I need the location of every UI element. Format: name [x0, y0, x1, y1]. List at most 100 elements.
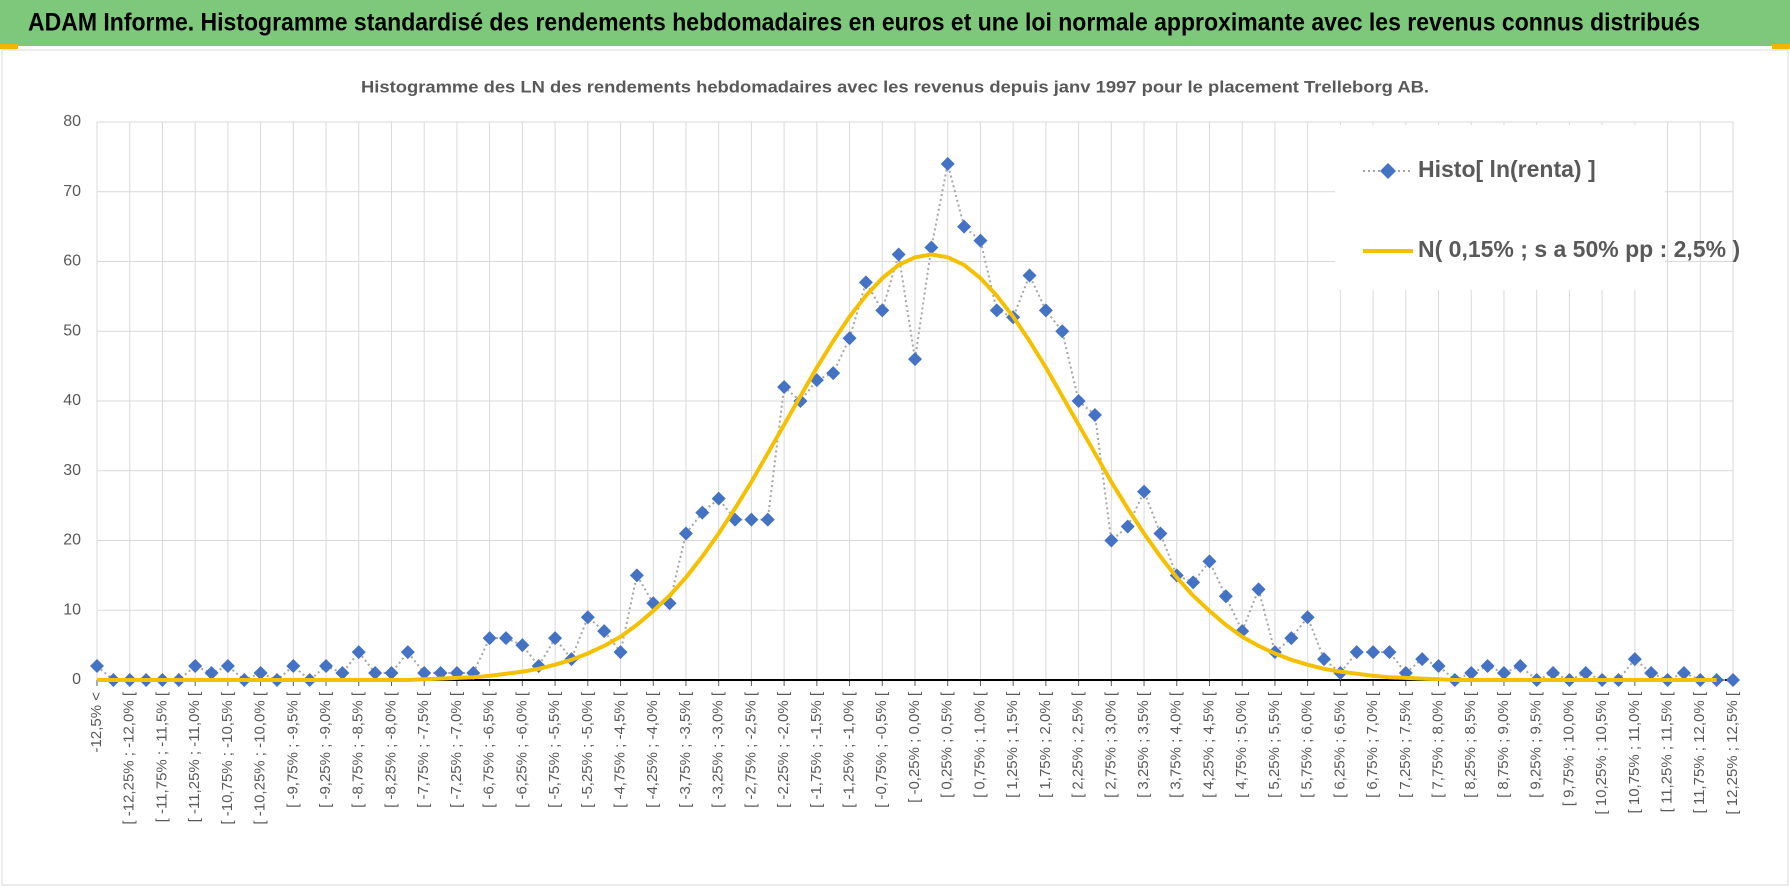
data-point: [1120, 519, 1135, 534]
data-point: [1186, 575, 1201, 590]
x-tick-label: [ -7,25% ; -7,0% [: [448, 691, 465, 808]
y-tick-label: 20: [63, 532, 81, 549]
y-tick-label: 80: [63, 113, 81, 130]
y-tick-label: 50: [63, 322, 81, 339]
x-tick-label: [ 5,25% ; 5,5% [: [1266, 691, 1283, 798]
x-tick-label: [ 1,25% ; 1,5% [: [1004, 691, 1021, 798]
y-tick-label: 60: [63, 253, 81, 270]
y-tick-label: 10: [63, 601, 81, 618]
corner-accent: [1772, 44, 1790, 49]
data-point: [826, 366, 841, 381]
data-point: [1104, 533, 1119, 548]
x-tick-label: [ 11,25% ; 11,5% [: [1659, 691, 1676, 812]
x-tick-label: [ -2,75% ; -2,5% [: [742, 691, 759, 808]
data-point: [1627, 652, 1642, 667]
x-tick-label: [ 5,75% ; 6,0% [: [1299, 691, 1316, 798]
y-tick-label: 30: [63, 462, 81, 479]
data-point: [1153, 526, 1168, 541]
x-tick-label: [ 2,25% ; 2,5% [: [1070, 691, 1087, 798]
data-point: [286, 659, 301, 674]
x-tick-label: [ -7,75% ; -7,5% [: [415, 691, 432, 808]
data-point: [482, 631, 497, 646]
data-point: [842, 331, 857, 346]
data-point: [924, 240, 939, 255]
x-tick-label: -12,5% <: [88, 692, 105, 753]
data-point: [351, 645, 366, 660]
data-point: [678, 526, 693, 541]
y-tick-label: 0: [72, 671, 81, 688]
x-tick-label: [ -0,25% ; 0,0% [: [906, 691, 923, 803]
data-point: [1366, 645, 1381, 660]
data-point: [629, 568, 644, 583]
corner-accent: [0, 44, 18, 49]
data-point: [499, 631, 513, 646]
data-point: [90, 659, 104, 674]
data-point: [368, 666, 383, 681]
data-point: [548, 631, 563, 646]
x-tick-label: [ -10,75% ; -10,5% [: [219, 691, 236, 824]
data-point: [858, 275, 873, 290]
data-point: [1038, 303, 1053, 318]
legend-box: [1335, 125, 1665, 290]
data-point: [875, 303, 890, 318]
x-tick-label: [ 9,75% ; 10,0% [: [1560, 691, 1577, 806]
x-tick-label: [ -3,75% ; -3,5% [: [677, 691, 694, 808]
x-tick-label: [ -6,75% ; -6,5% [: [481, 691, 498, 808]
data-point: [335, 666, 350, 681]
data-point: [744, 512, 759, 527]
x-tick-label: [ -0,75% ; -0,5% [: [873, 691, 890, 808]
x-tick-label: [ 4,75% ; 5,0% [: [1233, 691, 1250, 798]
x-tick-label: [ 6,75% ; 7,0% [: [1364, 691, 1381, 798]
x-tick-label: [ -9,25% ; -9,0% [: [317, 691, 334, 808]
x-tick-label: [ 9,25% ; 9,5% [: [1528, 691, 1545, 798]
data-point: [1137, 484, 1152, 499]
data-point: [891, 247, 906, 262]
data-point: [1251, 582, 1266, 597]
series-line: [97, 252, 1717, 682]
data-point: [1382, 645, 1397, 660]
data-point: [1513, 659, 1528, 674]
data-point: [908, 352, 922, 367]
data-point: [220, 659, 235, 674]
x-tick-label: [ -6,25% ; -6,0% [: [513, 691, 530, 808]
data-point: [1317, 652, 1331, 667]
x-tick-label: [ 0,75% ; 1,0% [: [971, 691, 988, 798]
data-point: [940, 156, 955, 171]
data-point: [989, 303, 1004, 318]
data-point: [515, 638, 530, 653]
x-tick-label: [ 10,25% ; 10,5% [: [1593, 691, 1610, 814]
x-tick-label: [ -11,75% ; -11,5% [: [153, 691, 170, 822]
data-point: [760, 512, 775, 527]
data-point: [253, 666, 268, 681]
data-point: [580, 610, 595, 625]
data-point: [711, 491, 726, 506]
y-tick-label: 40: [63, 392, 81, 409]
data-point: [1284, 631, 1299, 646]
page-title: ADAM Informe. Histogramme standardisé de…: [28, 9, 1700, 37]
data-point: [1644, 666, 1659, 681]
legend-marker: [1380, 163, 1396, 179]
x-tick-label: [ 8,75% ; 9,0% [: [1495, 691, 1512, 798]
data-point: [1464, 666, 1479, 681]
x-tick-label: [ 3,75% ; 4,0% [: [1168, 691, 1185, 798]
data-point: [400, 645, 415, 660]
data-point: [957, 219, 972, 234]
series-line: [96, 162, 1733, 681]
data-point: [384, 666, 399, 681]
data-point: [973, 233, 988, 248]
x-tick-label: [ -11,25% ; -11,0% [: [186, 691, 203, 822]
data-point: [1349, 645, 1364, 660]
x-tick-label: [ -5,75% ; -5,5% [: [546, 691, 563, 808]
data-point: [188, 659, 203, 674]
x-tick-label: [ 12,25% ; 12,5% [: [1724, 691, 1741, 814]
x-tick-label: [ 0,25% ; 0,5% [: [939, 691, 956, 798]
data-point: [1415, 652, 1430, 667]
data-point: [1676, 666, 1691, 681]
x-tick-label: [ 3,25% ; 3,5% [: [1135, 691, 1152, 798]
data-point: [1087, 407, 1102, 422]
chart-title: Histogramme des LN des rendements hebdom…: [361, 77, 1429, 96]
x-tick-label: [ -1,25% ; -1,0% [: [841, 691, 858, 808]
x-tick-label: [ -10,25% ; -10,0% [: [252, 691, 269, 824]
data-point: [613, 645, 628, 660]
